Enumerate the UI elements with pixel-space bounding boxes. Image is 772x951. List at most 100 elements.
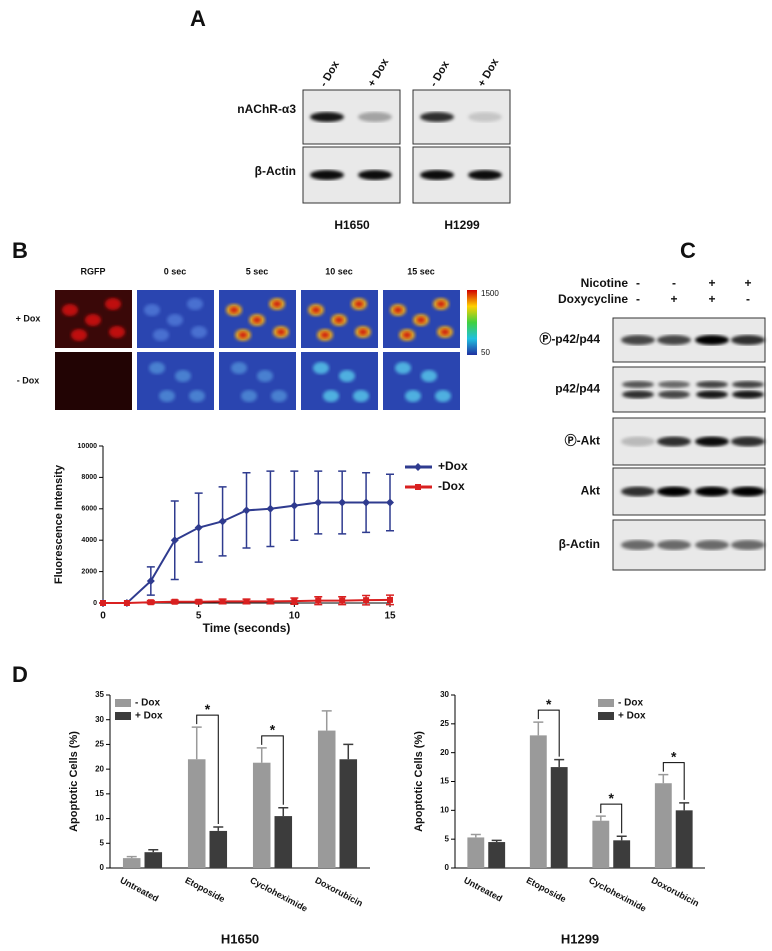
image-column-label: 5 sec bbox=[246, 266, 269, 276]
band bbox=[310, 112, 344, 122]
x-tick-label: Etoposide bbox=[525, 875, 568, 904]
band bbox=[622, 390, 654, 399]
cell-core bbox=[441, 329, 449, 335]
cell-core bbox=[239, 332, 247, 338]
cell-core bbox=[417, 317, 425, 323]
lane-label: - Dox bbox=[318, 58, 343, 89]
cell-line: H1650 bbox=[334, 218, 370, 232]
colorbar-label: 1500 bbox=[481, 289, 499, 298]
cell bbox=[159, 390, 175, 402]
band bbox=[732, 390, 764, 399]
treatment-sign: - bbox=[672, 276, 676, 290]
band bbox=[731, 335, 765, 345]
y-tick-label: 30 bbox=[440, 690, 449, 699]
cell bbox=[257, 370, 273, 382]
x-tick-label: 10 bbox=[289, 611, 301, 622]
y-tick-label: 5 bbox=[100, 838, 105, 847]
marker bbox=[195, 598, 202, 605]
significance-bracket bbox=[662, 762, 685, 800]
band bbox=[621, 486, 655, 497]
row-label: Akt bbox=[581, 484, 600, 498]
error-bar bbox=[679, 802, 690, 811]
band bbox=[696, 381, 728, 388]
cell-core bbox=[277, 329, 285, 335]
significance-bracket bbox=[196, 714, 219, 824]
significance-star: * bbox=[205, 701, 211, 717]
error-bar bbox=[256, 747, 267, 763]
cell-core bbox=[273, 301, 281, 307]
bar bbox=[144, 852, 163, 868]
error-bar bbox=[278, 806, 289, 817]
cell-core bbox=[403, 332, 411, 338]
cell bbox=[175, 370, 191, 382]
x-tick-label: 0 bbox=[100, 611, 106, 622]
y-tick-label: 6000 bbox=[81, 506, 97, 513]
cell bbox=[85, 314, 101, 326]
marker bbox=[266, 504, 275, 513]
panel-label: D bbox=[12, 662, 28, 687]
error-bar bbox=[126, 855, 137, 859]
lane-label: + Dox bbox=[476, 56, 502, 89]
x-tick-label: Doxorubicin bbox=[650, 875, 701, 908]
chart-title: H1299 bbox=[561, 931, 599, 946]
marker bbox=[100, 600, 106, 606]
bar bbox=[274, 816, 293, 868]
band bbox=[657, 335, 691, 345]
x-axis-label: Time (seconds) bbox=[203, 621, 291, 635]
band bbox=[310, 170, 344, 180]
bar bbox=[252, 762, 271, 868]
legend-marker bbox=[414, 463, 422, 471]
cell-core bbox=[359, 329, 367, 335]
significance-star: * bbox=[671, 748, 677, 764]
error-bar bbox=[595, 815, 606, 821]
legend-label: - Dox bbox=[618, 698, 643, 709]
error-bar bbox=[191, 726, 202, 760]
cell-core bbox=[335, 317, 343, 323]
cell bbox=[323, 390, 339, 402]
chart-title: H1650 bbox=[221, 931, 259, 946]
band bbox=[358, 170, 392, 180]
significance-star: * bbox=[609, 790, 615, 806]
error-bar bbox=[533, 721, 544, 736]
y-axis-label: Apoptotic Cells (%) bbox=[413, 731, 425, 832]
bar bbox=[187, 759, 206, 868]
band bbox=[658, 390, 690, 399]
legend-label: - Dox bbox=[135, 698, 160, 709]
legend-label: + Dox bbox=[618, 711, 646, 722]
cell bbox=[313, 362, 329, 374]
band bbox=[658, 381, 690, 388]
cell bbox=[105, 298, 121, 310]
y-tick-label: 30 bbox=[95, 715, 104, 724]
marker bbox=[338, 498, 347, 507]
x-tick-label: 5 bbox=[196, 611, 202, 622]
error-bar bbox=[616, 835, 627, 841]
treatment-sign: + bbox=[744, 276, 751, 290]
y-tick-label: 15 bbox=[440, 777, 449, 786]
y-tick-label: 25 bbox=[440, 719, 449, 728]
legend-swatch bbox=[115, 712, 131, 720]
marker bbox=[267, 598, 274, 605]
cell bbox=[353, 390, 369, 402]
row-label: p42/p44 bbox=[555, 382, 600, 396]
panel-label: A bbox=[190, 6, 206, 31]
lane-label: + Dox bbox=[366, 56, 392, 89]
y-tick-label: 0 bbox=[100, 863, 105, 872]
cell bbox=[421, 370, 437, 382]
band bbox=[696, 390, 728, 399]
y-tick-label: 35 bbox=[95, 690, 104, 699]
x-tick-label: Cycloheximide bbox=[587, 875, 648, 914]
row-label: β-Actin bbox=[559, 537, 600, 551]
cell-core bbox=[355, 301, 363, 307]
treatment-label: Nicotine bbox=[581, 276, 629, 290]
y-tick-label: 0 bbox=[93, 600, 97, 607]
colorbar bbox=[467, 290, 477, 355]
band bbox=[695, 436, 729, 447]
legend-label: +Dox bbox=[438, 459, 468, 473]
error-bar bbox=[148, 848, 159, 853]
legend-label: + Dox bbox=[135, 711, 163, 722]
significance-star: * bbox=[270, 722, 276, 738]
panel-label: B bbox=[12, 238, 28, 263]
cell bbox=[144, 304, 160, 316]
cell bbox=[435, 390, 451, 402]
error-bar bbox=[321, 710, 332, 731]
